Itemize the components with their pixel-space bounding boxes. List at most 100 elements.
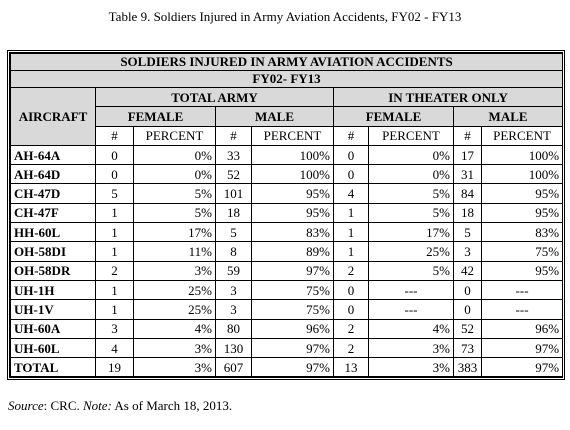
count: 17: [453, 144, 482, 166]
column-header: #: [333, 125, 369, 146]
column-header: PERCENT: [480, 125, 564, 146]
count: 18: [453, 202, 482, 224]
count: 0: [95, 164, 134, 185]
footnote-note-label: Note:: [83, 398, 112, 413]
aircraft: UH-1V: [10, 299, 96, 320]
percent: 3%: [368, 357, 454, 378]
column-header: PERCENT: [133, 125, 216, 146]
footnote-note: As of March 18, 2013.: [111, 398, 233, 413]
percent: 75%: [251, 279, 334, 301]
percent: 97%: [251, 260, 334, 281]
count: 1: [95, 299, 134, 320]
percent: 0%: [133, 144, 216, 166]
aircraft: AH-64A: [10, 144, 96, 166]
aircraft: UH-1H: [10, 279, 96, 301]
count: 73: [453, 337, 482, 359]
count: 4: [333, 183, 369, 204]
percent: 4%: [368, 318, 454, 339]
percent: 97%: [480, 337, 564, 359]
data-row: UH-1H 1 25% 3 75% 0 --- 0 ---: [10, 279, 564, 301]
percent: 75%: [251, 299, 334, 320]
count: 0: [333, 144, 369, 166]
count: 1: [95, 241, 134, 262]
count: 8: [215, 241, 252, 262]
table-title: SOLDIERS INJURED IN ARMY AVIATION ACCIDE…: [9, 53, 564, 71]
percent: 5%: [133, 202, 216, 224]
footnote: Source: CRC. Note: As of March 18, 2013.: [8, 398, 232, 414]
percent: 83%: [251, 222, 334, 243]
percent: 3%: [133, 260, 216, 281]
aircraft: HH-60L: [10, 222, 96, 243]
percent: 5%: [133, 183, 216, 204]
group-header: IN THEATER ONLY: [332, 86, 564, 108]
aircraft: UH-60L: [10, 337, 96, 359]
count: 52: [453, 318, 482, 339]
data-row: OH-58DR 2 3% 59 97% 2 5% 42 95%: [10, 260, 564, 281]
column-header: #: [453, 125, 482, 146]
percent: 100%: [480, 164, 564, 185]
count: 383: [453, 357, 482, 378]
data-row: AH-64A 0 0% 33 100% 0 0% 17 100%: [10, 144, 564, 166]
data-row: UH-1V 1 25% 3 75% 0 --- 0 ---: [10, 299, 564, 320]
footnote-source: : CRC.: [43, 398, 83, 413]
data-row: HH-60L 1 17% 5 83% 1 17% 5 83%: [10, 222, 564, 243]
table: SOLDIERS INJURED IN ARMY AVIATION ACCIDE…: [9, 53, 564, 378]
percent: 100%: [480, 144, 564, 166]
count: 607: [215, 357, 252, 378]
footnote-source-label: Source: [8, 398, 44, 413]
count: 4: [95, 337, 134, 359]
subgroup-header: MALE: [452, 106, 564, 127]
percent: 17%: [368, 222, 454, 243]
count: 1: [95, 222, 134, 243]
data-row: OH-58DI 1 11% 8 89% 1 25% 3 75%: [10, 241, 564, 262]
column-header: PERCENT: [368, 125, 454, 146]
caption: Table 9. Soldiers Injured in Army Aviati…: [108, 9, 462, 24]
title-row: SOLDIERS INJURED IN ARMY AVIATION ACCIDE…: [9, 53, 564, 71]
group-header: TOTAL ARMY: [95, 86, 334, 108]
count: 42: [453, 260, 482, 281]
percent: 100%: [251, 144, 334, 166]
aircraft: UH-60A: [10, 318, 96, 339]
percent: ---: [368, 279, 454, 301]
count: 33: [215, 144, 252, 166]
percent: 97%: [251, 357, 334, 378]
aircraft: AH-64D: [10, 164, 96, 185]
aircraft: OH-58DI: [10, 241, 96, 262]
percent: 25%: [133, 279, 216, 301]
percent: 95%: [251, 183, 334, 204]
column-row: # PERCENT # PERCENT # PERCENT # PERCENT: [11, 125, 564, 146]
count: 3: [453, 241, 482, 262]
data-row: UH-60L 4 3% 130 97% 2 3% 73 97%: [10, 337, 564, 359]
count: 1: [333, 222, 369, 243]
column-header: PERCENT: [251, 125, 334, 146]
count: 2: [333, 337, 369, 359]
count: 2: [333, 318, 369, 339]
percent: 95%: [480, 183, 564, 204]
aircraft: TOTAL: [10, 357, 96, 378]
count: 3: [215, 279, 252, 301]
percent: 0%: [368, 144, 454, 166]
data-row: AH-64D 0 0% 52 100% 0 0% 31 100%: [10, 164, 564, 185]
aircraft: CH-47F: [10, 202, 96, 224]
count: 5: [453, 222, 482, 243]
percent: 95%: [480, 202, 564, 224]
count: 130: [215, 337, 252, 359]
column-header: #: [95, 125, 134, 146]
percent: 89%: [251, 241, 334, 262]
count: 31: [453, 164, 482, 185]
count: 18: [215, 202, 252, 224]
count: 0: [333, 279, 369, 301]
table-box: SOLDIERS INJURED IN ARMY AVIATION ACCIDE…: [7, 50, 565, 381]
count: 3: [215, 299, 252, 320]
count: 13: [333, 357, 369, 378]
count: 0: [453, 279, 482, 301]
percent: 96%: [251, 318, 334, 339]
count: 3: [95, 318, 134, 339]
percent: 97%: [251, 337, 334, 359]
percent: 3%: [133, 357, 216, 378]
subgroup-header: FEMALE: [95, 106, 216, 127]
aircraft: CH-47D: [10, 183, 96, 204]
percent: 95%: [480, 260, 564, 281]
count: 5: [95, 183, 134, 204]
